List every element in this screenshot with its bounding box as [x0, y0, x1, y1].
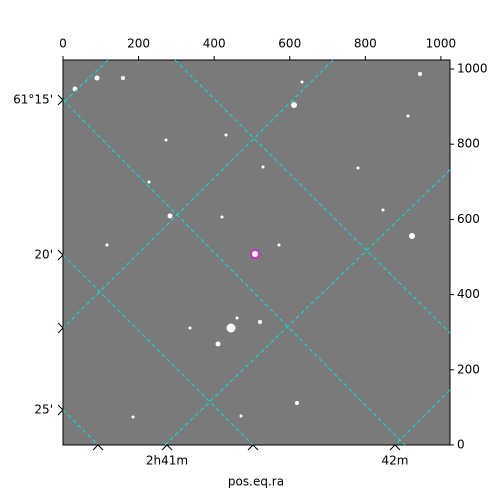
- coordinate-grid: [62, 59, 451, 446]
- grid-line: [174, 59, 451, 334]
- grid-line: [62, 59, 109, 104]
- y-tick-label: 200: [457, 362, 480, 376]
- grid-line: [62, 59, 334, 329]
- grid-line: [394, 389, 451, 446]
- dec-tick: [57, 404, 64, 416]
- ra-tick-label: 2h41m: [146, 454, 188, 468]
- y-tick-label: 800: [457, 137, 480, 151]
- x-tick-label: 400: [203, 37, 226, 51]
- dec-tick: [57, 322, 64, 334]
- dec-tick: [57, 94, 64, 106]
- stars: [72, 72, 422, 419]
- x-axis-label: pos.eq.ra: [228, 475, 284, 489]
- grid-line: [62, 254, 254, 446]
- ra-tick: [92, 444, 104, 451]
- grid-line: [164, 169, 451, 446]
- grid-line: [62, 99, 406, 446]
- x-tick-label: 800: [354, 37, 377, 51]
- dec-tick-label: 61°15': [13, 93, 53, 107]
- ra-tick: [389, 444, 401, 451]
- y-tick-label: 600: [457, 212, 480, 226]
- y-tick-label: 400: [457, 287, 480, 301]
- ra-tick: [247, 444, 259, 451]
- x-tick-label: 600: [278, 37, 301, 51]
- y-tick-label: 0: [457, 438, 465, 452]
- dec-tick-label: 20': [34, 248, 53, 262]
- ra-tick-label: 42m: [382, 454, 409, 468]
- plot-frame: [62, 59, 451, 446]
- x-tick-label: 1000: [426, 37, 457, 51]
- ra-tick: [161, 444, 173, 451]
- y-tick-label: 1000: [457, 62, 488, 76]
- x-tick-label: 0: [59, 37, 67, 51]
- source-marker: [250, 249, 260, 259]
- dec-tick-label: 25': [34, 403, 53, 417]
- x-tick-label: 200: [127, 37, 150, 51]
- dec-tick: [57, 249, 64, 261]
- grid-line: [62, 409, 99, 446]
